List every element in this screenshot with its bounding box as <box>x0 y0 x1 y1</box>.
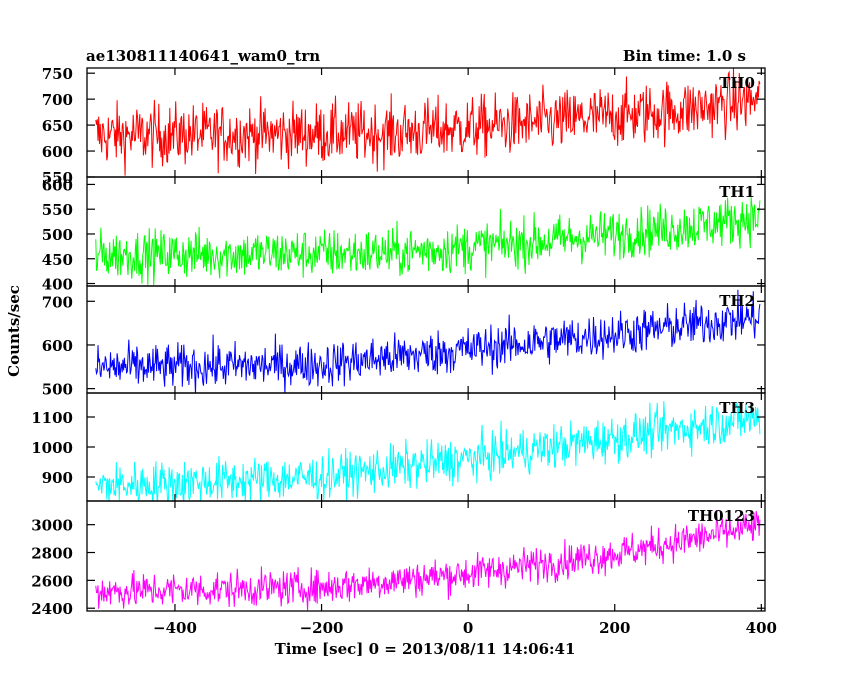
y-axis-label: Counts/sec <box>5 285 23 377</box>
y-tick-label: 600 <box>42 176 73 194</box>
y-tick-label: 450 <box>42 251 73 269</box>
panel-th3: 900 1000 1100 TH3 <box>31 392 766 502</box>
y-tick-label: 1000 <box>31 439 73 457</box>
panel-th2: 500 600 700 TH2 <box>42 285 766 399</box>
y-tick-label: 2800 <box>31 545 73 563</box>
y-tick-label: 900 <box>42 469 73 487</box>
y-tick-label: 2400 <box>31 600 73 618</box>
series-line-th1 <box>95 197 761 286</box>
panel-th0123: 2400 2600 2800 3000 TH0123 <box>31 500 766 618</box>
panel-th0: 550 600 650 700 750 TH0 <box>42 65 766 187</box>
x-axis-label: Time [sec] 0 = 2013/08/11 14:06:41 <box>275 640 576 658</box>
y-tick-label: 3000 <box>31 517 73 535</box>
chart-title: ae130811140641_wam0_trn <box>86 47 320 65</box>
x-tick-label: −400 <box>153 619 197 637</box>
x-tick-label: 400 <box>746 619 777 637</box>
panel-th1: 400 450 500 550 600 TH1 <box>42 176 766 294</box>
series-line-th0 <box>95 68 761 176</box>
y-tick-label: 1100 <box>31 409 73 427</box>
y-tick-label: 550 <box>42 201 73 219</box>
y-tick-label: 600 <box>42 337 73 355</box>
y-tick-label: 400 <box>42 276 73 294</box>
y-tick-label: 700 <box>42 91 73 109</box>
y-tick-label: 700 <box>42 293 73 311</box>
x-tick-label: −200 <box>300 619 344 637</box>
panel-label: TH1 <box>719 183 755 201</box>
series-line-th3 <box>95 401 761 501</box>
series-line-th0123 <box>95 510 761 611</box>
panel-label: TH2 <box>719 292 755 310</box>
panel-label: TH0 <box>719 74 755 92</box>
panel-frame <box>86 176 766 287</box>
panel-label: TH3 <box>719 399 755 417</box>
x-tick-label: 200 <box>599 619 630 637</box>
x-tick-label: 0 <box>463 619 473 637</box>
y-tick-label: 600 <box>42 143 73 161</box>
y-tick-label: 500 <box>42 381 73 399</box>
y-tick-label: 750 <box>42 65 73 83</box>
bin-time-label: Bin time: 1.0 s <box>623 47 746 65</box>
y-tick-label: 500 <box>42 226 73 244</box>
panel-frame <box>86 500 766 612</box>
y-tick-label: 2600 <box>31 572 73 590</box>
panel-label: TH0123 <box>688 507 755 525</box>
y-tick-label: 550 <box>42 169 73 187</box>
y-tick-label: 650 <box>42 117 73 135</box>
series-line-th2 <box>95 289 761 393</box>
x-axis: −400 −200 0 200 400 <box>153 68 777 637</box>
